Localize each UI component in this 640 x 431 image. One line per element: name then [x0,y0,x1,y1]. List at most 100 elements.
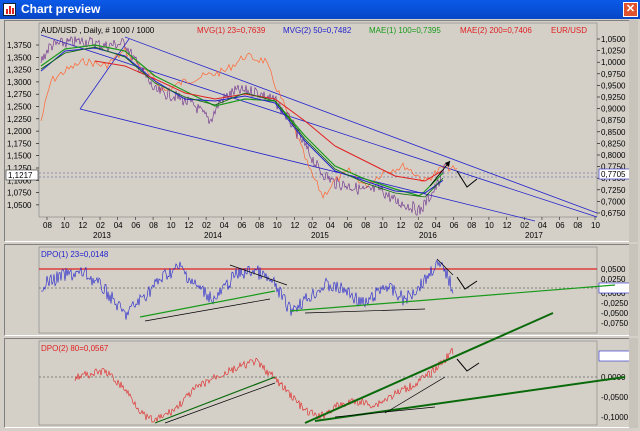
month-label: 08 [573,221,582,230]
arrow-up-head [445,161,450,167]
month-label: 10 [485,221,494,230]
left-tick-label: 1,0750 [7,189,32,198]
dpo2-tick-label: -0,0500 [601,393,629,402]
month-label: 04 [432,221,441,230]
legend-item: MAE(1) 100=0,7395 [369,26,441,35]
month-label: 12 [290,221,299,230]
dpo1-tick-label: -0,0500 [601,309,629,318]
legend-item: MAE(2) 200=0,7406 [460,26,532,35]
left-tick-label: 1,2250 [7,115,32,124]
dpo2-black-arrow-2 [384,376,446,414]
year-label: 2015 [311,231,329,240]
right-tick-label: 0,8250 [601,139,626,148]
dpo1-black-arrow-2 [304,308,426,314]
mae1-line [40,44,444,197]
month-label: 12 [503,221,512,230]
dpo1-tick-label: 0,0500 [601,265,626,274]
month-label: 04 [114,221,123,230]
month-label: 04 [220,221,229,230]
dpo1-black-arrow-1 [144,298,271,322]
month-label: 06 [450,221,459,230]
plot-area [38,22,598,218]
legend-item: MVG(1) 23=0,7639 [197,26,266,35]
year-label: 2014 [204,231,222,240]
left-tick-label: 1,1000 [7,176,32,185]
month-label: 02 [414,221,423,230]
dpo2-scrollbar[interactable] [629,338,638,428]
left-tick-label: 1,3250 [7,66,32,75]
legend-item: AUD/USD , Daily, # 1000 / 1000 [41,26,155,35]
dpo1-tick-label: 0,0000 [601,289,626,298]
month-label: 08 [361,221,370,230]
arrow-up-annotation [429,160,451,187]
left-tick-label: 1,2750 [7,90,32,99]
month-label: 10 [379,221,388,230]
dpo1-tick-label: 0,0250 [601,275,626,284]
mvg1-line [40,46,444,198]
dpo1-panel: DPO(1) 23=0,01480,05000,02500,01480,0000… [4,244,634,336]
month-label: 02 [308,221,317,230]
month-label: 06 [556,221,565,230]
month-label: 06 [237,221,246,230]
price-chart[interactable]: AUD/USD , Daily, # 1000 / 1000 MVG(1) 23=… [5,21,633,241]
dpo1-scrollbar[interactable] [629,244,638,336]
right-tick-label: 0,7250 [601,186,626,195]
month-label: 02 [202,221,211,230]
dpo1-chart[interactable]: DPO(1) 23=0,01480,05000,02500,01480,0000… [5,245,633,335]
price-scrollbar[interactable] [629,20,638,242]
dpo1-black-arrow-3 [229,264,288,286]
month-label: 12 [397,221,406,230]
month-label: 08 [149,221,158,230]
close-button[interactable]: ✕ [623,2,638,17]
legend-item: MVG(2) 50=0,7482 [283,26,352,35]
right-tick-label: 0,8750 [601,116,626,125]
right-tick-label: 1,0000 [601,58,626,67]
month-label: 08 [467,221,476,230]
mae2-line [94,60,444,182]
dpo2-check-annotation [456,358,480,372]
year-label: 2016 [419,231,437,240]
month-label: 02 [520,221,529,230]
dpo2-marker [598,350,632,362]
right-tick-label: 0,6750 [601,209,626,218]
month-label: 10 [273,221,282,230]
dpo2-black-arrow-3 [334,406,436,418]
right-tick-label: 1,0500 [601,35,626,44]
left-tick-label: 1,1500 [7,152,32,161]
dpo1-label: DPO(1) 23=0,0148 [41,250,109,259]
legend-item: EUR/USD [551,26,587,35]
month-label: 04 [538,221,547,230]
check-annotation [456,170,478,188]
dpo2-tick-label: 0,0000 [601,373,626,382]
dpo1-tick-label: -0,0750 [601,319,629,328]
month-label: 04 [326,221,335,230]
left-tick-label: 1,3500 [7,53,32,62]
left-tick-label: 1,3750 [7,41,32,50]
channel-top-line [124,36,598,214]
right-tick-label: 0,9000 [601,105,626,114]
right-price-marker-label: 0,7705 [601,170,626,179]
left-tick-label: 1,2500 [7,103,32,112]
dpo1-tick-label: -0,0250 [601,299,629,308]
dpo2-green-trend-2 [304,312,554,424]
dpo2-series [74,347,454,423]
year-label: 2013 [93,231,111,240]
left-tick-label: 1,1750 [7,139,32,148]
right-tick-label: 0,8500 [601,128,626,137]
dpo2-chart[interactable]: DPO(2) 80=0,05670,05670,0000-0,0500-0,10… [5,312,633,427]
dpo1-black-arrow-4 [436,258,454,276]
month-label: 12 [78,221,87,230]
right-tick-label: 0,9750 [601,70,626,79]
dpo2-black-arrow-1 [164,382,276,424]
month-label: 12 [184,221,193,230]
dpo2-green-trend-1 [154,376,276,424]
price-panel: AUD/USD , Daily, # 1000 / 1000 MVG(1) 23=… [4,20,634,242]
left-tick-label: 1,0500 [7,201,32,210]
dpo1-green-trend-1 [139,290,276,318]
right-tick-label: 1,0250 [601,47,626,56]
dpo2-label: DPO(2) 80=0,0567 [41,344,109,353]
right-tick-label: 0,8000 [601,151,626,160]
title-bar[interactable]: Chart preview ✕ [0,0,640,19]
left-tick-label: 1,1250 [7,164,32,173]
